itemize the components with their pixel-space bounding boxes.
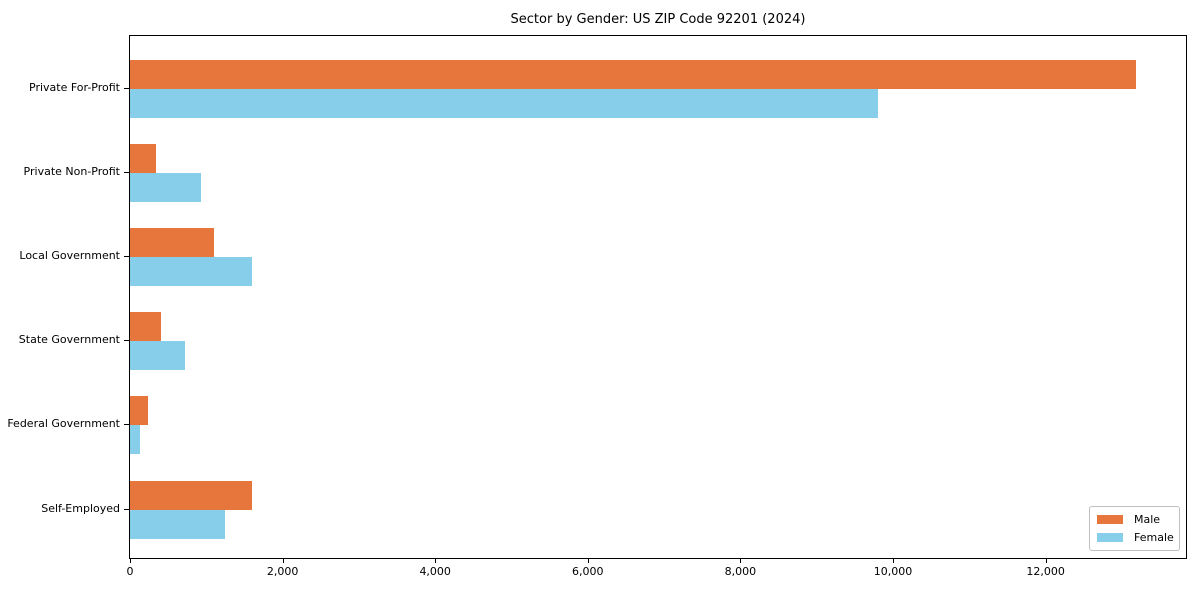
bar-female [130,173,201,203]
legend: Male Female [1089,506,1180,551]
bar-male [130,60,1136,89]
x-tick-label: 4,000 [419,565,451,578]
y-tick-label: Local Government [19,249,120,263]
x-tick-label: 2,000 [266,565,299,578]
x-tick-mark [282,559,284,563]
y-tick-label: Private Non-Profit [23,165,120,179]
y-tick-mark [124,340,129,342]
legend-swatch-male [1097,515,1123,524]
y-tick-mark [124,172,129,174]
bar-male [130,312,162,342]
bar-male [130,396,148,426]
x-tick-mark [1045,559,1047,563]
bar-female [130,425,140,455]
bar-female [130,89,878,118]
bar-male [130,144,156,174]
x-tick-label: 0 [126,565,134,578]
x-tick-mark [587,559,589,563]
y-tick-mark [124,256,129,258]
legend-swatch-female [1097,533,1123,542]
y-tick-mark [124,508,129,510]
legend-item-female: Female [1090,531,1179,544]
x-tick-mark [893,559,894,563]
bar-female [130,509,225,539]
y-tick-mark [124,88,129,89]
x-tick-label: 12,000 [1026,565,1065,578]
legend-item-male: Male [1090,513,1179,526]
x-tick-mark [740,559,742,563]
y-tick-mark [124,424,129,426]
plot-area: Male Female [129,35,1187,559]
x-tick-label: 6,000 [572,565,604,578]
y-tick-label: Federal Government [7,417,120,431]
legend-label: Female [1134,531,1174,544]
y-tick-label: Self-Employed [41,501,120,515]
bar-male [130,228,214,258]
x-tick-mark [435,559,437,563]
bar-female [130,341,185,371]
x-tick-label: 10,000 [873,565,913,578]
legend-label: Male [1134,513,1161,526]
bar-female [130,257,253,287]
x-tick-label: 8,000 [724,565,757,578]
y-tick-label: Private For-Profit [29,81,120,94]
y-tick-label: State Government [18,333,120,347]
chart-title: Sector by Gender: US ZIP Code 92201 (202… [510,12,806,27]
bar-male [130,480,253,510]
x-tick-mark [130,559,131,563]
